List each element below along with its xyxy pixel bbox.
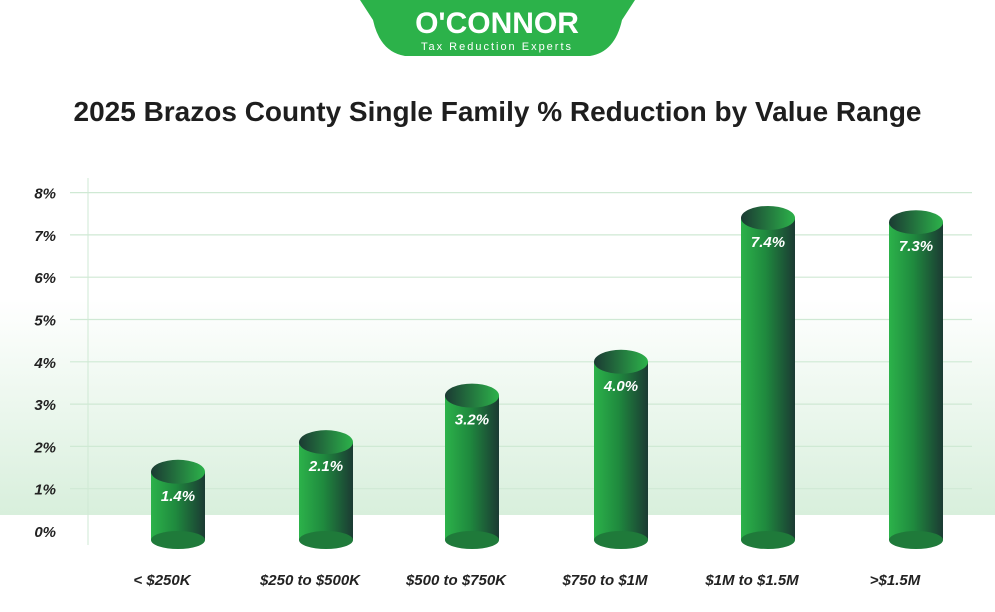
y-tick-label: 5%: [34, 313, 56, 330]
bar-base: [445, 531, 499, 549]
y-tick-label: 0%: [34, 524, 56, 541]
y-tick-label: 2%: [33, 439, 56, 456]
oconnor-logo: O'CONNOR Tax Reduction Experts: [360, 0, 635, 56]
bar-base: [889, 531, 943, 549]
bar-body: [741, 217, 795, 541]
bar-body: [889, 222, 943, 540]
chart-title: 2025 Brazos County Single Family % Reduc…: [73, 96, 922, 127]
data-label: 3.2%: [455, 412, 489, 429]
bar-top: [299, 430, 353, 455]
data-label: 2.1%: [308, 458, 343, 475]
y-tick-label: 8%: [34, 186, 56, 203]
y-tick-label: 3%: [34, 397, 56, 414]
x-tick-label: < $250K: [133, 572, 191, 589]
x-tick-label: $250 to $500K: [259, 572, 361, 589]
y-tick-label: 1%: [34, 482, 56, 499]
svg-text:O'CONNOR: O'CONNOR: [415, 7, 579, 40]
svg-text:Tax Reduction Experts: Tax Reduction Experts: [421, 41, 573, 53]
data-label: 4.0%: [603, 378, 638, 395]
bar-base: [741, 531, 795, 549]
y-tick-label: 6%: [34, 270, 56, 287]
data-label: 1.4%: [161, 488, 195, 505]
bar-top: [889, 210, 943, 235]
bar-base: [594, 531, 648, 549]
bar-body: [445, 395, 499, 540]
y-tick-label: 7%: [34, 228, 56, 245]
data-label: 7.4%: [751, 234, 785, 251]
x-tick-label: $750 to $1M: [561, 572, 648, 589]
bar-base: [299, 531, 353, 549]
bar-top: [445, 383, 499, 408]
bar-body: [299, 442, 353, 540]
x-tick-label: $500 to $750K: [405, 572, 507, 589]
x-tick-label: >$1.5M: [870, 572, 921, 589]
y-tick-label: 4%: [33, 355, 56, 372]
bar-body: [594, 361, 648, 540]
bar-top: [741, 205, 795, 230]
bar-top: [151, 459, 205, 484]
bar-base: [151, 531, 205, 549]
bar-top: [594, 349, 648, 374]
data-label: 7.3%: [899, 238, 933, 255]
x-tick-label: $1M to $1.5M: [704, 572, 799, 589]
